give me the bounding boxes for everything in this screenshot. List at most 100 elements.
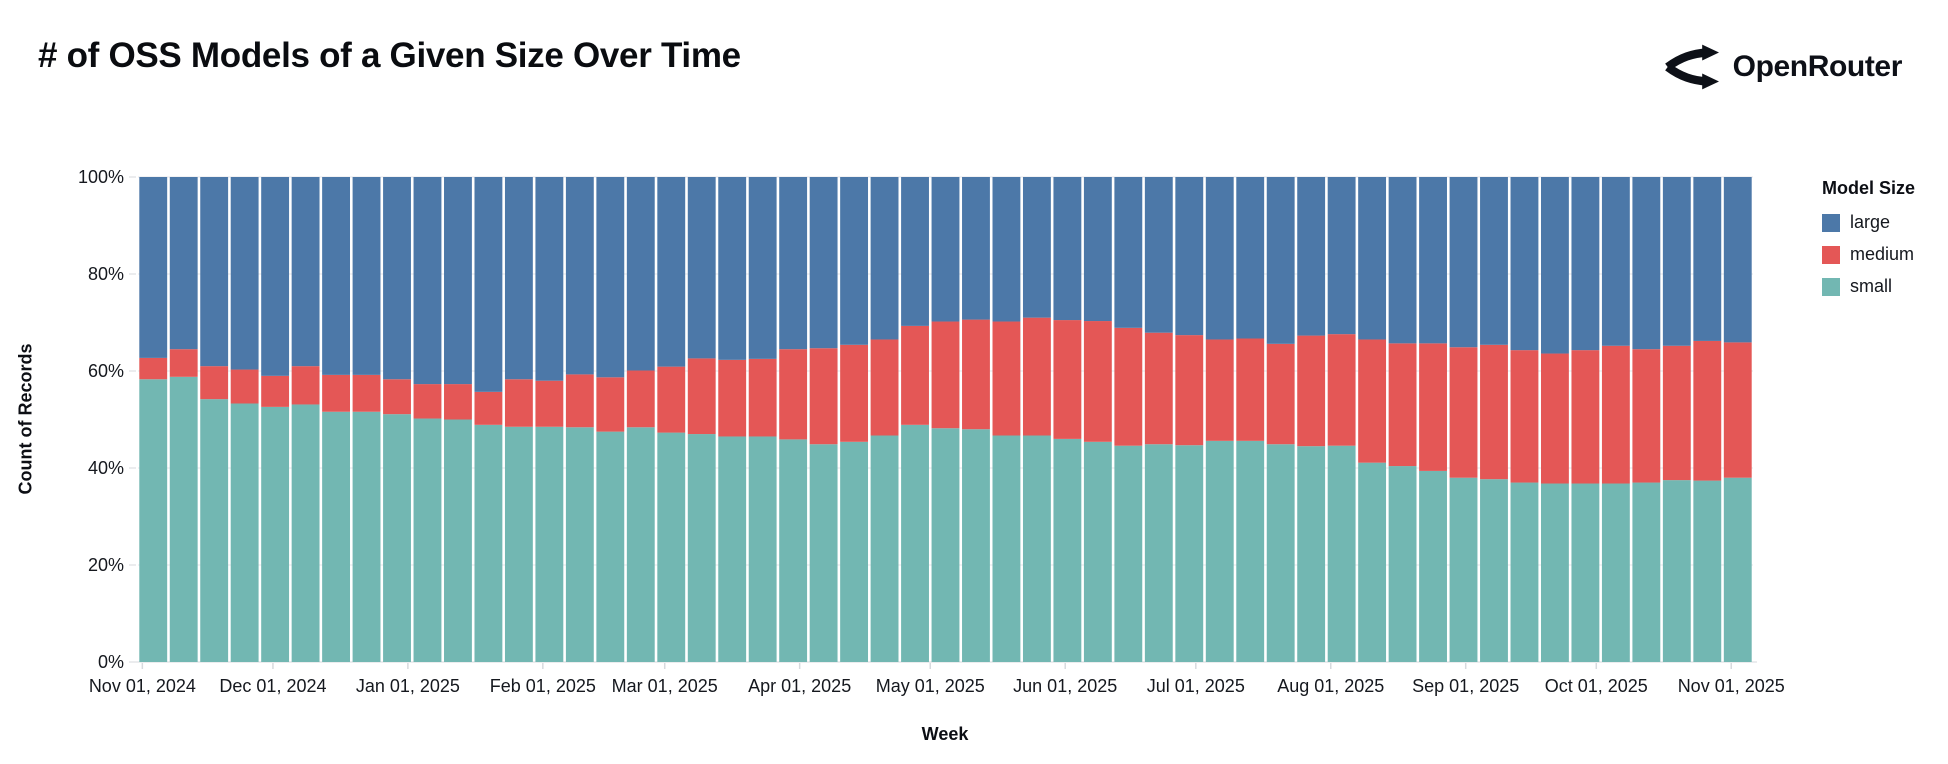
bar-segment-large-2025-08-08 xyxy=(1358,177,1387,340)
x-tick-label: Sep 01, 2025 xyxy=(1412,676,1519,696)
bar-segment-medium-2025-01-10 xyxy=(444,384,472,420)
bar-segment-large-2025-03-14 xyxy=(718,177,747,360)
y-tick-label: 60% xyxy=(88,361,124,381)
bar-segment-small-2024-11-08 xyxy=(169,376,198,662)
bar-segment-medium-2025-07-18 xyxy=(1266,343,1295,445)
bar-segment-medium-2025-08-15 xyxy=(1388,343,1417,467)
bar-segment-medium-2024-11-08 xyxy=(169,349,198,377)
bar-segment-large-2025-04-18 xyxy=(870,177,899,340)
bar-segment-small-2024-11-01 xyxy=(139,379,168,662)
bar-segment-medium-2025-09-05 xyxy=(1480,344,1508,480)
bar-segment-large-2025-01-03 xyxy=(413,177,442,385)
bar-segment-small-2025-09-05 xyxy=(1480,479,1508,662)
y-tick-label: 40% xyxy=(88,458,124,478)
bar-segment-large-2025-05-16 xyxy=(992,177,1021,322)
legend-items: large medium small xyxy=(1822,212,1942,297)
bar-segment-small-2025-08-08 xyxy=(1358,462,1387,662)
bar-segment-medium-2025-08-22 xyxy=(1419,343,1447,471)
bar-segment-medium-2025-03-14 xyxy=(718,359,747,437)
bar-segment-medium-2025-08-29 xyxy=(1449,347,1478,478)
bar-segment-medium-2025-06-06 xyxy=(1083,321,1112,442)
legend-label: medium xyxy=(1850,244,1915,264)
bar-segment-medium-2025-02-28 xyxy=(657,366,686,433)
x-tick-label: Jul 01, 2025 xyxy=(1147,676,1245,696)
bar-segment-small-2025-02-28 xyxy=(657,432,686,662)
bar-segment-small-2025-07-04 xyxy=(1205,440,1234,662)
bar-segment-medium-2025-09-12 xyxy=(1510,350,1539,483)
bar-segment-large-2025-07-18 xyxy=(1266,177,1295,344)
bar-segment-medium-2025-04-04 xyxy=(809,348,838,445)
bar-segment-medium-2025-05-02 xyxy=(931,321,960,429)
bar-segment-large-2024-11-15 xyxy=(200,177,229,367)
x-tick-label: May 01, 2025 xyxy=(876,676,985,696)
x-tick-label: Dec 01, 2024 xyxy=(219,676,326,696)
bar-segment-large-2025-09-12 xyxy=(1510,177,1539,351)
bar-segment-large-2025-09-26 xyxy=(1571,177,1600,351)
bar-segment-medium-2024-12-06 xyxy=(291,366,320,405)
bar-segment-medium-2025-02-07 xyxy=(565,374,594,428)
bar-segment-small-2024-12-06 xyxy=(291,404,320,662)
bar-segment-small-2025-08-22 xyxy=(1419,470,1447,662)
bar-segment-small-2025-07-11 xyxy=(1236,440,1265,662)
bar-segment-small-2025-10-10 xyxy=(1632,482,1661,662)
legend-label: small xyxy=(1850,276,1893,296)
bar-segment-small-2025-05-23 xyxy=(1022,435,1051,662)
bar-segment-small-2025-05-16 xyxy=(992,435,1021,662)
bar-segment-large-2025-03-21 xyxy=(748,177,777,359)
bar-segment-medium-2025-03-28 xyxy=(779,349,808,440)
bar-segment-small-2025-05-30 xyxy=(1053,438,1082,662)
bar-segment-small-2025-04-11 xyxy=(840,441,869,662)
bar-segment-large-2025-09-19 xyxy=(1540,177,1569,354)
bar-segment-small-2025-10-17 xyxy=(1662,480,1691,662)
bar-segment-large-2025-07-11 xyxy=(1236,177,1265,339)
bar-segment-large-2025-05-23 xyxy=(1022,177,1051,318)
bar-segment-medium-2025-05-16 xyxy=(992,321,1021,436)
bar-segment-large-2025-05-30 xyxy=(1053,177,1082,321)
bar-segment-large-2025-06-06 xyxy=(1083,177,1112,322)
bar-segment-large-2024-11-29 xyxy=(261,177,290,376)
y-axis-title: Count of Records xyxy=(15,343,36,495)
legend-swatch-small xyxy=(1822,277,1840,296)
bar-segment-medium-2025-04-25 xyxy=(901,325,929,425)
bar-segment-medium-2025-05-23 xyxy=(1022,317,1051,436)
bar-segment-small-2025-10-24 xyxy=(1693,480,1722,662)
bar-segment-small-2025-06-20 xyxy=(1144,444,1173,662)
bar-segment-medium-2025-03-07 xyxy=(687,358,716,435)
bar-segment-large-2025-10-17 xyxy=(1662,177,1691,346)
bar-segment-medium-2025-01-24 xyxy=(504,379,533,427)
bar-segment-small-2025-03-07 xyxy=(687,434,716,662)
legend-label: large xyxy=(1850,212,1891,232)
bar-segment-medium-2025-03-21 xyxy=(748,358,777,437)
legend-title: Model Size xyxy=(1822,178,1916,198)
bar-segment-medium-2025-10-17 xyxy=(1662,345,1691,481)
bar-segment-medium-2025-08-01 xyxy=(1327,334,1356,446)
bar-segment-large-2025-10-24 xyxy=(1693,177,1722,341)
bar-segment-medium-2025-09-19 xyxy=(1540,353,1569,484)
bar-segment-large-2024-11-08 xyxy=(169,177,198,350)
openrouter-logo[interactable]: OpenRouter xyxy=(1663,44,1902,90)
bar-segment-medium-2024-11-22 xyxy=(230,369,259,404)
x-tick-label: Mar 01, 2025 xyxy=(612,676,718,696)
bar-segment-large-2024-11-01 xyxy=(139,177,168,358)
bar-segment-small-2025-01-31 xyxy=(535,426,564,662)
bar-segment-small-2025-06-13 xyxy=(1114,445,1143,662)
bar-segment-medium-2024-11-15 xyxy=(200,366,229,400)
bar-segment-small-2025-09-12 xyxy=(1510,482,1539,662)
bar-segment-small-2025-02-07 xyxy=(565,427,594,662)
legend-item-medium: medium xyxy=(1822,244,1942,265)
bar-segment-large-2024-12-13 xyxy=(322,177,351,375)
bar-segment-large-2025-08-22 xyxy=(1419,177,1447,344)
bar-segment-medium-2024-12-20 xyxy=(352,374,381,412)
bar-segment-medium-2025-09-26 xyxy=(1571,350,1600,484)
bar-segment-medium-2025-01-17 xyxy=(474,391,503,425)
bar-segment-medium-2025-02-14 xyxy=(596,377,625,432)
bar-segment-small-2025-08-29 xyxy=(1449,477,1478,662)
bar-segment-small-2025-07-18 xyxy=(1266,444,1295,662)
bar-segment-small-2025-10-03 xyxy=(1601,483,1630,662)
bar-segment-large-2025-10-03 xyxy=(1601,177,1630,346)
bar-segment-small-2025-04-18 xyxy=(870,435,899,662)
x-tick-label: Aug 01, 2025 xyxy=(1277,676,1384,696)
bar-segment-small-2025-02-21 xyxy=(626,427,655,662)
